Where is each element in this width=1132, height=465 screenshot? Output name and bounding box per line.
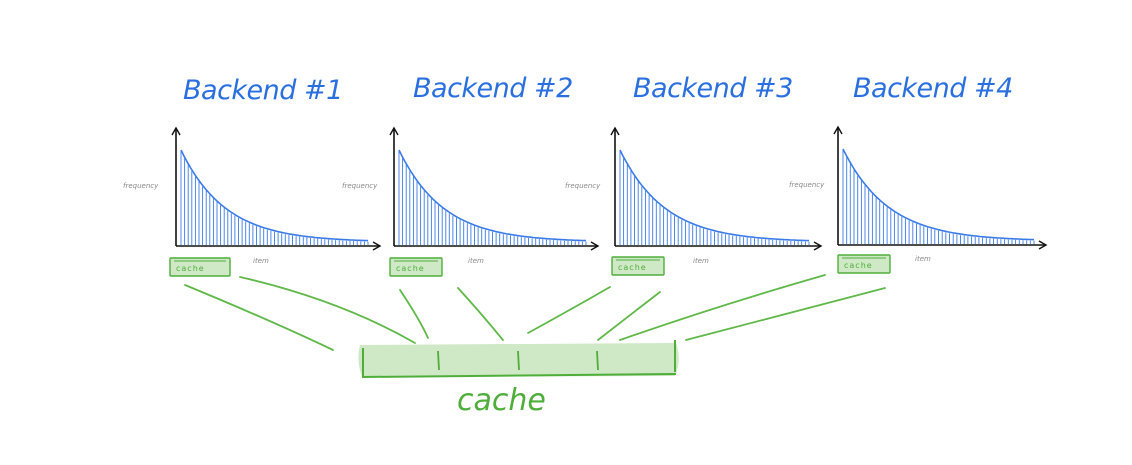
x-axis-arrow bbox=[813, 241, 823, 251]
cache-box-3 bbox=[611, 256, 665, 276]
connector-line bbox=[239, 276, 416, 344]
curve-hatch-3 bbox=[619, 151, 810, 245]
x-axis-arrow bbox=[590, 241, 600, 251]
connector-line bbox=[457, 287, 504, 341]
frequency-curve-2 bbox=[398, 149, 587, 242]
curve-hatch-4 bbox=[842, 150, 1035, 244]
cache-box-label-1: cache bbox=[176, 264, 205, 273]
backend-title-4: Backend #4 bbox=[853, 73, 1013, 104]
axes-3 bbox=[610, 126, 823, 251]
y-axis-arrow bbox=[389, 126, 399, 136]
x-axis-label-2: item bbox=[468, 257, 484, 265]
x-axis-arrow bbox=[372, 241, 382, 251]
y-axis-arrow bbox=[610, 126, 620, 136]
backend-panel-1: Backend #1 frequency item cache bbox=[123, 75, 382, 277]
shared-cache: cache bbox=[358, 340, 679, 418]
cache-box-4 bbox=[837, 254, 891, 274]
axes-1 bbox=[171, 126, 382, 251]
connector-lines bbox=[184, 274, 886, 351]
y-axis-label-2: frequency bbox=[342, 182, 378, 190]
connector-line bbox=[399, 289, 429, 339]
cache-box-label-4: cache bbox=[844, 261, 873, 270]
backend-panel-3: Backend #3 frequency item cache bbox=[565, 73, 823, 276]
connector-line bbox=[527, 286, 611, 334]
y-axis-arrow bbox=[171, 126, 181, 136]
y-axis-label-3: frequency bbox=[565, 182, 601, 190]
shared-cache-label: cache bbox=[457, 383, 546, 418]
x-axis-arrow bbox=[1038, 240, 1048, 250]
cache-box-2 bbox=[389, 257, 443, 277]
x-axis-label-3: item bbox=[693, 257, 709, 265]
connector-line bbox=[619, 274, 826, 341]
backend-title-3: Backend #3 bbox=[633, 73, 793, 104]
connector-line bbox=[184, 284, 334, 351]
cache-box-label-2: cache bbox=[396, 264, 425, 273]
frequency-curve-3 bbox=[619, 149, 810, 242]
cache-box-1 bbox=[169, 257, 231, 277]
backend-panel-4: Backend #4 frequency item cache bbox=[789, 73, 1048, 274]
curve-hatch-2 bbox=[398, 151, 587, 245]
shared-cache-segments bbox=[437, 350, 599, 371]
shared-cache-outline bbox=[361, 373, 677, 378]
y-axis-label-1: frequency bbox=[123, 182, 159, 190]
frequency-curve-4 bbox=[842, 148, 1035, 241]
y-axis-label-4: frequency bbox=[789, 181, 825, 189]
y-axis-arrow bbox=[833, 125, 843, 135]
backend-title-1: Backend #1 bbox=[183, 75, 343, 106]
shared-cache-divider bbox=[596, 350, 599, 371]
backend-title-2: Backend #2 bbox=[413, 73, 573, 104]
x-axis-label-1: item bbox=[253, 257, 269, 265]
connector-line bbox=[685, 287, 886, 341]
cache-box-label-3: cache bbox=[618, 263, 647, 272]
x-axis-label-4: item bbox=[915, 255, 931, 263]
shared-cache-divider bbox=[517, 350, 520, 371]
axes-2 bbox=[389, 126, 600, 251]
curve-hatch-1 bbox=[180, 151, 369, 245]
axes-4 bbox=[833, 125, 1048, 250]
frequency-curve-1 bbox=[180, 149, 369, 242]
backend-panel-2: Backend #2 frequency item cache bbox=[342, 73, 600, 277]
shared-cache-divider bbox=[437, 350, 440, 371]
connector-line bbox=[597, 291, 661, 341]
